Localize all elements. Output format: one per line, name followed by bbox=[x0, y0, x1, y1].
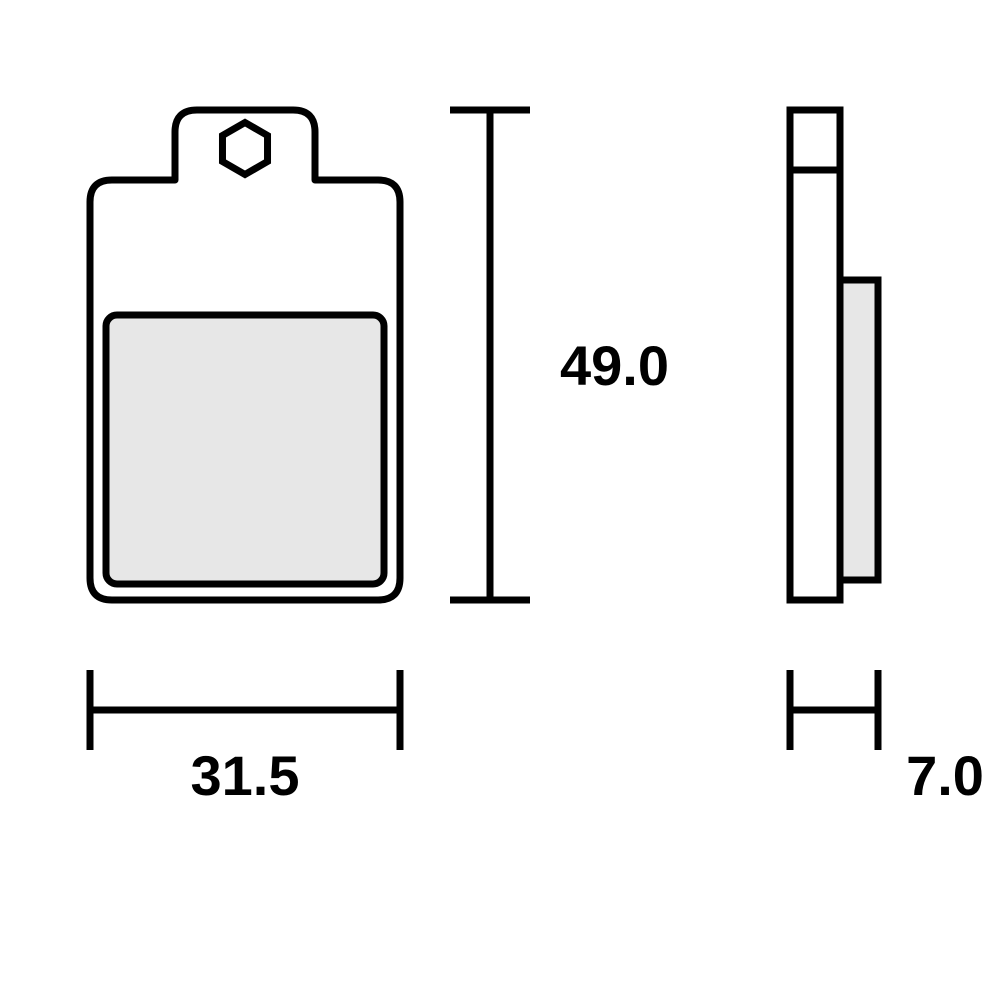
dimension-width: 31.5 bbox=[90, 670, 400, 807]
front-view-pad bbox=[106, 315, 384, 584]
width-label: 31.5 bbox=[191, 744, 300, 807]
side-view-pad bbox=[840, 280, 878, 580]
height-label: 49.0 bbox=[560, 334, 669, 397]
dimension-thickness: 7.0 bbox=[790, 670, 984, 807]
side-view-backplate bbox=[790, 110, 840, 600]
dimension-height: 49.0 bbox=[450, 110, 669, 600]
thickness-label: 7.0 bbox=[906, 744, 984, 807]
hex-hole bbox=[222, 123, 267, 175]
